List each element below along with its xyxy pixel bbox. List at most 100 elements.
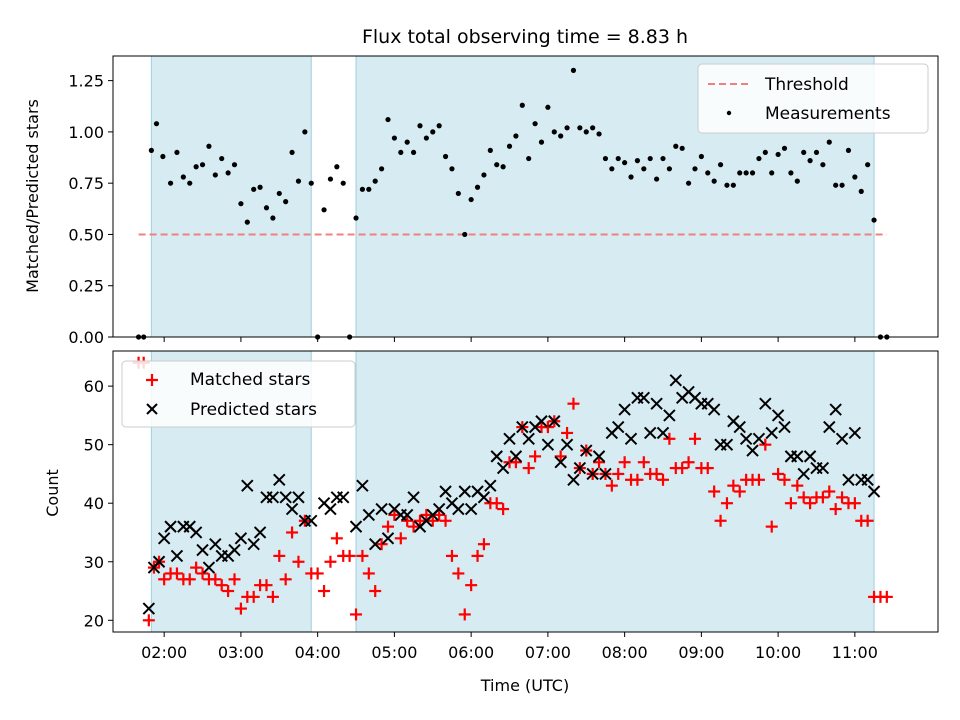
measurement-point xyxy=(545,104,551,110)
predicted-star-marker xyxy=(189,526,203,539)
measurement-point xyxy=(641,166,647,172)
measurement-point xyxy=(596,131,602,137)
measurement-point xyxy=(199,162,206,168)
matched-star-marker xyxy=(439,514,452,527)
bottom-legend-box xyxy=(121,360,356,428)
matched-star-marker xyxy=(222,585,235,598)
matched-star-marker xyxy=(286,526,299,539)
predicted-star-marker xyxy=(152,555,166,568)
predicted-star-marker xyxy=(234,532,248,545)
count-points xyxy=(132,356,893,627)
legend-matched-label: Matched stars xyxy=(190,370,310,390)
x-tick-label: 03:00 xyxy=(218,643,264,662)
predicted-star-marker xyxy=(618,403,631,416)
matched-star-marker xyxy=(343,549,356,562)
predicted-star-marker xyxy=(241,479,254,492)
measurement-point xyxy=(257,184,263,190)
observing-windows xyxy=(150,56,875,337)
x-tick-label: 09:00 xyxy=(678,643,724,662)
measurement-point xyxy=(353,215,359,221)
predicted-star-marker xyxy=(439,485,452,498)
matched-star-marker xyxy=(477,538,490,551)
matched-star-marker xyxy=(522,462,535,475)
measurement-point xyxy=(609,166,615,172)
y-tick-label: 0.75 xyxy=(68,174,104,193)
measurement-point xyxy=(481,172,487,178)
measurement-point xyxy=(385,116,391,123)
chart-title: Flux total observing time = 8.83 h xyxy=(362,26,688,48)
predicted-star-marker xyxy=(733,420,746,434)
y-tick-label: 40 xyxy=(84,494,104,513)
matched-star-marker xyxy=(529,450,542,463)
observing-window xyxy=(151,56,312,337)
top-y-ticks: 0.00 0.25 0.50 0.75 1.00 1.25 xyxy=(68,72,113,347)
matched-star-marker xyxy=(311,567,324,580)
y-tick-label: 1.25 xyxy=(68,72,104,91)
measurement-point xyxy=(410,149,417,156)
predicted-star-marker xyxy=(324,502,337,516)
matched-star-marker xyxy=(362,567,375,580)
matched-star-marker xyxy=(465,579,478,592)
matched-star-marker xyxy=(273,549,286,562)
measurement-point xyxy=(820,162,826,168)
measurement-point xyxy=(359,186,366,192)
predicted-star-marker xyxy=(273,473,286,486)
predicted-star-marker xyxy=(292,491,305,504)
predicted-star-marker xyxy=(464,502,478,516)
matched-star-marker xyxy=(388,508,401,521)
bottom-legend: Matched stars Predicted stars xyxy=(121,360,356,428)
measurement-point xyxy=(430,129,436,135)
measurement-point xyxy=(506,143,513,149)
predicted-star-marker xyxy=(771,409,785,422)
predicted-star-marker xyxy=(624,432,638,446)
measurement-point xyxy=(379,166,385,172)
predicted-star-marker xyxy=(509,450,523,463)
predicted-star-marker xyxy=(285,502,299,516)
matched-star-marker xyxy=(426,514,439,527)
legend-predicted-swatch xyxy=(146,403,158,415)
matched-star-marker xyxy=(196,567,209,580)
predicted-star-marker xyxy=(362,508,376,522)
measurement-point xyxy=(628,174,634,180)
measurement-point xyxy=(308,180,314,186)
measurement-point xyxy=(673,143,679,149)
matched-star-marker xyxy=(382,520,394,533)
matched-star-marker xyxy=(247,590,260,603)
predicted-star-marker xyxy=(202,561,216,574)
x-tick-label: 08:00 xyxy=(602,643,648,662)
measurement-point xyxy=(845,147,852,153)
measurement-point xyxy=(251,186,257,192)
matched-star-marker xyxy=(714,514,727,527)
x-tick-label: 04:00 xyxy=(295,643,341,662)
measurement-point xyxy=(500,164,506,170)
matched-star-marker xyxy=(401,514,414,527)
x-tick-label: 10:00 xyxy=(755,643,801,662)
matched-star-marker xyxy=(778,473,791,486)
measurement-point xyxy=(558,133,564,139)
top-x-ticks xyxy=(163,337,856,342)
measurement-point xyxy=(788,170,794,176)
measurement-point xyxy=(762,149,768,156)
predicted-star-marker xyxy=(797,467,810,481)
matched-star-marker xyxy=(394,532,407,545)
predicted-star-marker xyxy=(458,485,471,498)
predicted-star-marker xyxy=(752,432,766,446)
matched-star-marker xyxy=(631,473,644,486)
measurement-point xyxy=(743,170,749,176)
measurement-point xyxy=(263,205,270,211)
matched-star-marker xyxy=(215,579,228,592)
measurement-point xyxy=(583,129,589,135)
bottom-y-ticks: 20 30 40 50 60 xyxy=(84,377,113,630)
matched-star-marker xyxy=(733,485,746,498)
predicted-star-marker xyxy=(279,491,292,504)
measurement-point xyxy=(647,155,653,162)
matched-star-marker xyxy=(657,473,669,486)
legend-measurements-swatch xyxy=(726,110,732,116)
matched-star-marker xyxy=(727,479,740,492)
measurement-point xyxy=(622,160,628,166)
matched-star-marker xyxy=(356,549,369,562)
observing-window xyxy=(356,351,875,632)
predicted-star-marker xyxy=(580,444,593,457)
matched-star-marker xyxy=(234,602,247,615)
measurement-point xyxy=(436,123,442,129)
